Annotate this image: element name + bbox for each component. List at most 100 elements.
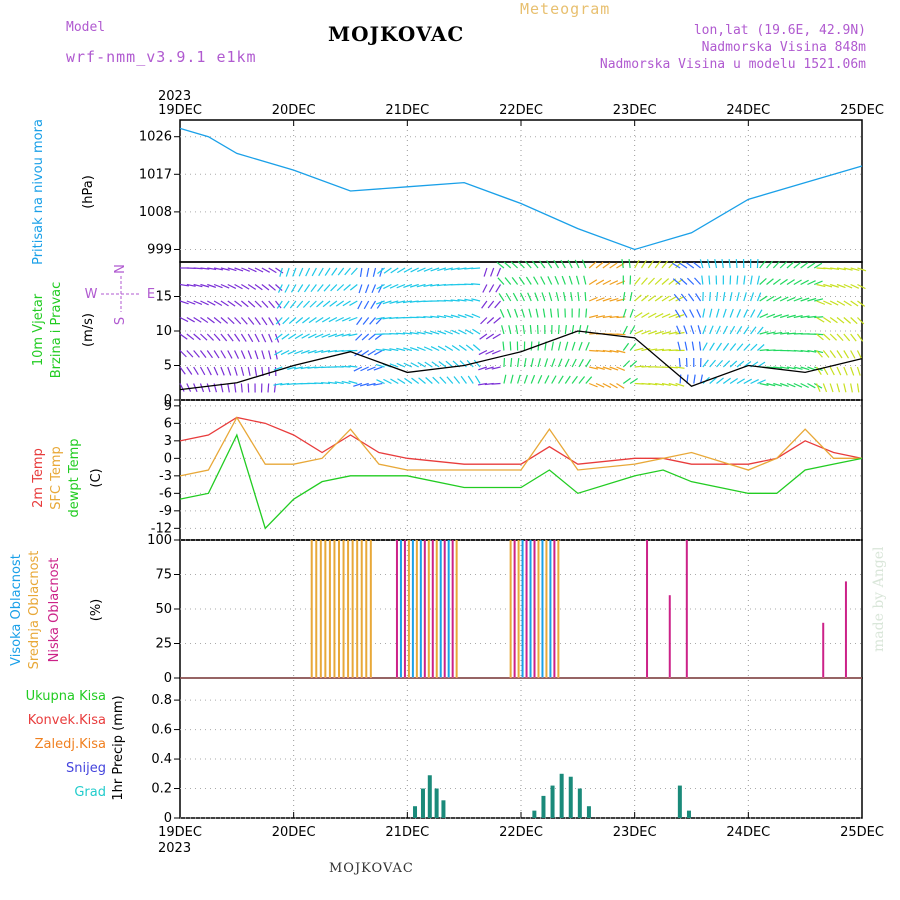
wind-barb (396, 362, 406, 368)
wind-barb (424, 361, 433, 368)
wind-barb (523, 358, 527, 368)
wind-barb (368, 333, 376, 341)
wind-barb (816, 333, 824, 341)
cloud-bar (333, 540, 336, 678)
y-tick-label: 0 (164, 451, 172, 466)
wind-barb (193, 316, 202, 323)
wind-barb (602, 262, 611, 269)
wind-barb (287, 349, 297, 355)
wind-barb (234, 317, 242, 325)
wind-barb (375, 348, 385, 352)
wind-barb (268, 267, 277, 274)
wind-barb (557, 341, 562, 351)
wind-barb (425, 377, 433, 384)
precip-bar (420, 788, 425, 818)
top-time-tick-label: 19DEC (158, 103, 202, 118)
wind-barb (793, 315, 803, 319)
wind-barb (328, 333, 338, 338)
bottom-time-tick-label: 22DEC (499, 825, 543, 840)
wind-barb (823, 267, 833, 270)
wind-barb (823, 316, 832, 323)
wind-barb (430, 345, 440, 352)
wind-barb (793, 297, 803, 302)
wind-barb (457, 267, 467, 271)
wind-barb (684, 341, 688, 351)
wind-barb (557, 324, 560, 335)
wind-barb (729, 343, 737, 351)
wind-barb (564, 375, 571, 384)
wind-barb (793, 279, 802, 286)
precip-bar (441, 800, 446, 818)
wind-barb (829, 383, 834, 393)
wind-barb (779, 296, 789, 302)
wind-barb (516, 358, 520, 368)
wind-barb (743, 309, 749, 318)
sfc-temp-label: SFC Temp (49, 446, 64, 510)
wind-barb (409, 331, 419, 335)
y-tick-label: 1008 (139, 205, 172, 220)
wind-barb (694, 277, 702, 285)
wind-barb (668, 260, 676, 269)
wind-barb (402, 332, 412, 335)
wind-barb (813, 262, 823, 269)
wind-barb (371, 284, 377, 294)
wind-barb (179, 283, 189, 287)
wind-barb (708, 275, 711, 285)
wind-barb (546, 260, 553, 269)
wind-barb (227, 267, 237, 272)
wind-barb (537, 358, 541, 368)
wind-barb (759, 295, 768, 302)
wind-barb (275, 300, 282, 309)
cloud-bar (319, 540, 322, 678)
sfc-temp-line (179, 416, 862, 477)
wind-barb (698, 341, 702, 351)
wind-barb (479, 333, 488, 340)
y-tick-label: 5 (164, 359, 172, 374)
wind-barb (342, 300, 351, 307)
wind-barb (722, 342, 730, 351)
wind-barb (766, 278, 774, 285)
wind-barb (595, 297, 605, 302)
wind-barb (756, 309, 763, 318)
wind-barb (227, 333, 234, 342)
wind-barb (344, 267, 351, 276)
wind-barb (233, 383, 237, 393)
wind-barb (193, 283, 203, 288)
wind-barb (478, 349, 488, 356)
wind-barb (268, 317, 274, 326)
wind-barb (766, 295, 775, 302)
wind-barb (254, 366, 258, 376)
wind-barb (323, 284, 331, 292)
wind-barb (629, 360, 638, 368)
wind-barb (621, 259, 624, 269)
wind-barb (709, 359, 716, 368)
wind-barb (756, 258, 759, 269)
wind-barb (661, 278, 670, 285)
cloud-bar (517, 540, 520, 678)
wind-barb (341, 380, 351, 385)
wind-barb (553, 260, 560, 269)
y-tick-label: 0 (164, 811, 172, 826)
wind-barb (683, 325, 688, 335)
wind-barb (750, 275, 753, 285)
wind-barb (274, 350, 278, 360)
cloud-bar (427, 540, 430, 678)
wind-barb (616, 382, 625, 389)
wind-barb (247, 317, 255, 325)
y-tick-label: -9 (159, 504, 172, 519)
wind-barb (814, 333, 824, 336)
wind-barb (504, 277, 512, 285)
wind-barb (595, 279, 605, 286)
precip-bar (677, 785, 682, 818)
wind-barb (836, 317, 845, 324)
wind-barb (676, 325, 681, 335)
wind-barb (668, 382, 678, 387)
wind-barb (502, 341, 505, 351)
wind-barb (363, 300, 370, 310)
cloud-bar (447, 540, 450, 678)
wind-barb (472, 328, 481, 335)
wind-barb (661, 382, 671, 387)
wind-barb (581, 259, 587, 269)
wind-barb (290, 284, 297, 293)
wind-barb (609, 366, 619, 371)
